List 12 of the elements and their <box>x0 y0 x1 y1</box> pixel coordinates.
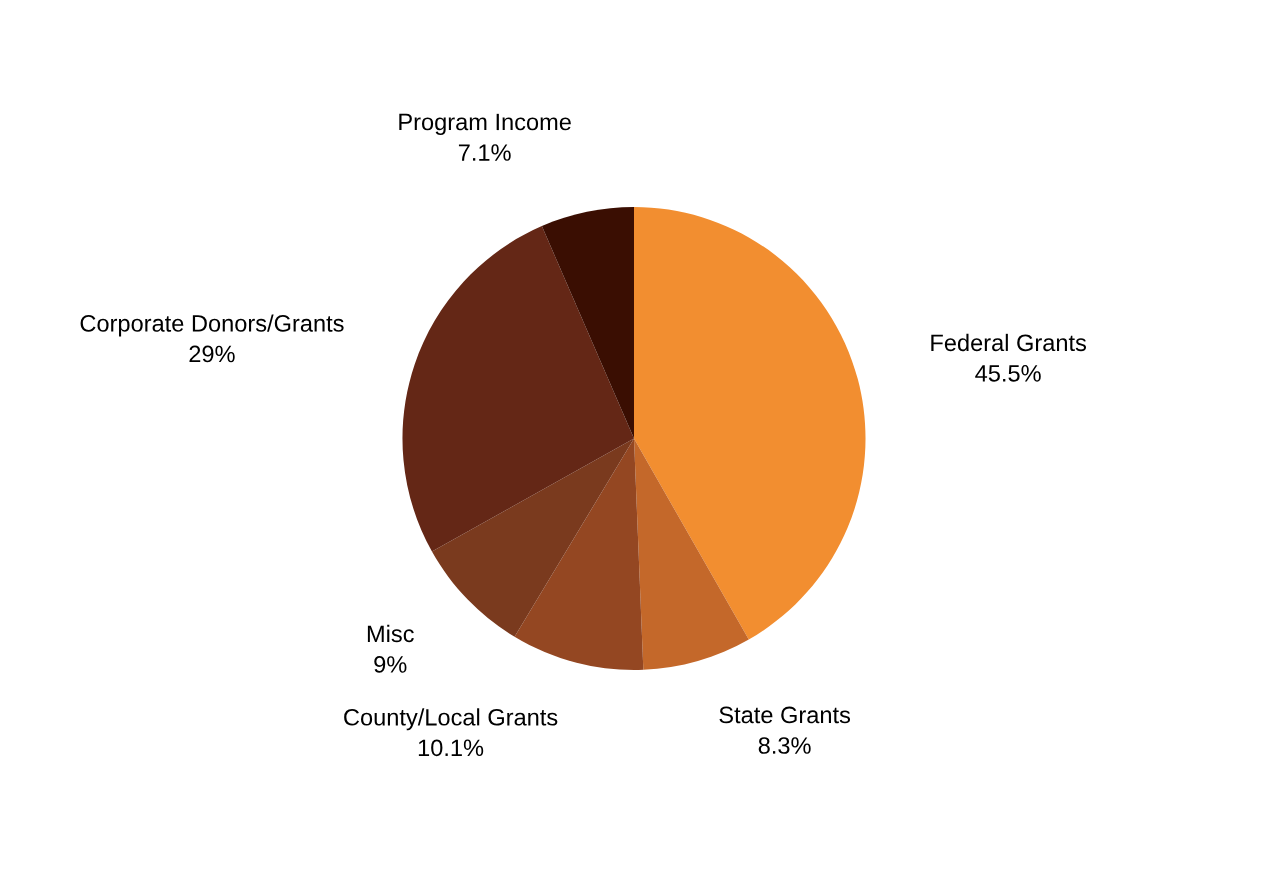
slice-label: Federal Grants <box>931 333 1087 352</box>
slice-label: Program Income <box>399 113 571 135</box>
slice-label: County/Local Grants <box>344 708 558 731</box>
slice-label: Corporate Donors/Grants <box>80 314 344 337</box>
data-label: 8.3% <box>758 737 811 754</box>
slice-label: Misc <box>367 624 414 643</box>
data-label: 45.5% <box>975 365 1041 382</box>
data-label: 7.1% <box>458 144 511 161</box>
slice-label: State Grants <box>719 706 851 724</box>
data-label: 10.1% <box>418 739 484 757</box>
data-label: 9% <box>374 656 407 673</box>
data-label: 29% <box>189 345 235 363</box>
